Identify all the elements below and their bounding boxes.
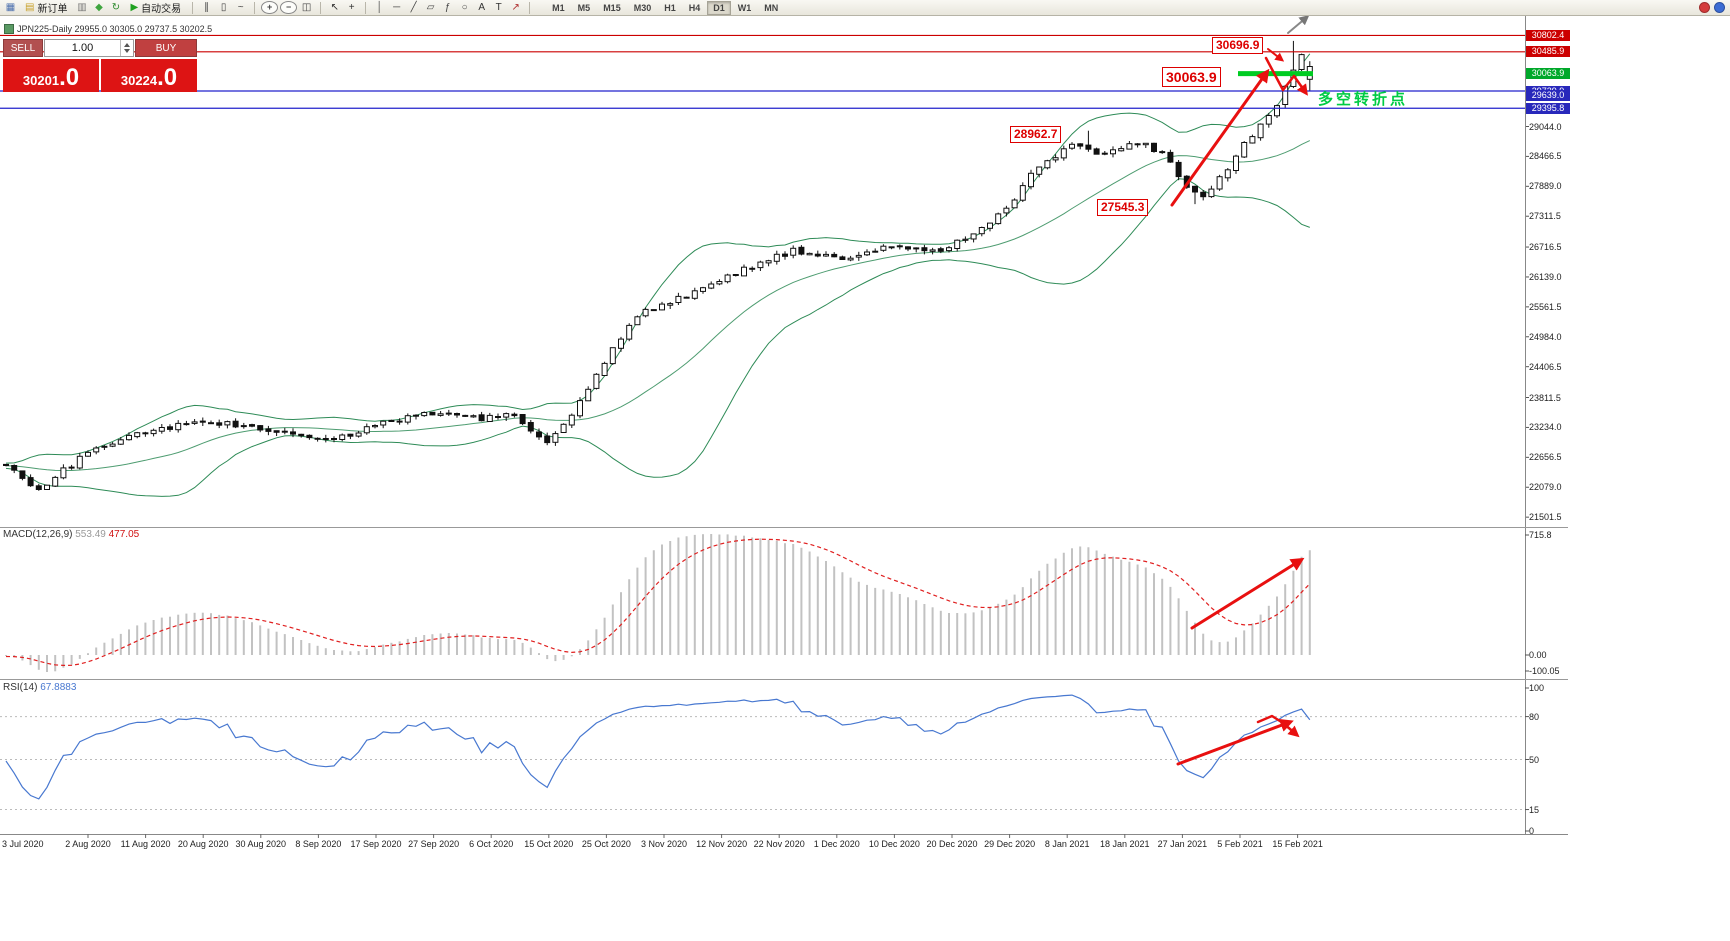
toolbar-button-label: 自动交易 <box>141 4 182 15</box>
community-icon[interactable] <box>1714 2 1725 13</box>
toolbar-separator <box>529 1 531 14</box>
timeframe-m5[interactable]: M5 <box>577 2 591 13</box>
main-toolbar: ▦ ▤ 新订单 ▥ ◆ ↻ ▶ 自动交易 ∥ ▯ ~ + − ◫ ↖ + │ ─ ╱ ▱ ƒ ○ A T ↗ M1 M5 M15 M3… <box>0 0 1730 16</box>
trend-line-icon[interactable]: ╱ <box>410 2 417 13</box>
turning-point-note[interactable]: 多空转折点 <box>1318 91 1409 108</box>
timeframe-w1[interactable]: W1 <box>737 2 752 13</box>
chart-symbol-icon <box>4 24 14 34</box>
symbol-ohlc-text: JPN225-Daily 29955.0 30305.0 29737.5 302… <box>17 24 213 34</box>
macd-label: MACD(12,26,9) 553.49 477.05 <box>3 529 139 540</box>
macd-signal-value: 477.05 <box>108 529 140 540</box>
sell-button[interactable]: SELL <box>3 39 43 57</box>
timeframe-h1[interactable]: H1 <box>664 2 676 13</box>
cursor-icon[interactable]: ↖ <box>330 2 339 13</box>
new-order-button[interactable]: ▤ 新订单 <box>20 0 72 16</box>
buy-button[interactable]: BUY <box>135 39 197 57</box>
tile-windows-icon[interactable]: ◫ <box>301 2 312 13</box>
one-click-trading-panel: SELL 1.00 BUY 30201.0 30224.0 <box>3 39 197 92</box>
price-annotation-jan-low[interactable]: 27545.3 <box>1097 199 1149 216</box>
buy-price-main: 30224 <box>120 73 158 88</box>
chart-canvas[interactable] <box>0 0 1568 860</box>
sell-price-pips: .0 <box>59 64 80 91</box>
timeframe-m30[interactable]: M30 <box>633 2 652 13</box>
spinner-up-icon[interactable] <box>124 43 130 47</box>
macd-name: MACD(12,26,9) <box>3 529 73 540</box>
toolbar-separator <box>192 1 194 14</box>
profiles-icon[interactable]: ▥ <box>77 2 87 13</box>
vertical-line-icon[interactable]: │ <box>376 2 383 13</box>
horizontal-line-icon[interactable]: ─ <box>393 2 401 13</box>
new-order-icon: ▤ <box>25 2 35 13</box>
rsi-value: 67.8883 <box>40 682 77 693</box>
toolbar-button-label: 新订单 <box>37 4 68 15</box>
timeframe-mn[interactable]: MN <box>764 2 779 13</box>
crosshair-icon[interactable]: + <box>348 2 355 13</box>
buy-price-display[interactable]: 30224.0 <box>101 59 197 92</box>
auto-trading-icon: ▶ <box>130 2 139 13</box>
volume-field[interactable]: 1.00 <box>44 39 134 57</box>
fibonacci-icon[interactable]: ƒ <box>444 2 451 13</box>
ellipse-icon[interactable]: ○ <box>461 2 468 13</box>
channel-icon[interactable]: ▱ <box>426 2 435 13</box>
timeframe-m1[interactable]: M1 <box>552 2 565 13</box>
zoom-out-icon[interactable]: − <box>280 1 298 14</box>
timeframe-m15[interactable]: M15 <box>603 2 621 13</box>
price-annotation-support[interactable]: 30063.9 <box>1162 67 1221 87</box>
timeframe-h4[interactable]: H4 <box>688 2 701 13</box>
timeframe-group: M1 M5 M15 M30 H1 H4 D1 W1 MN <box>546 0 784 15</box>
price-annotation-jan-high[interactable]: 28962.7 <box>1010 126 1062 143</box>
refresh-icon[interactable]: ↻ <box>111 2 121 13</box>
spinner-down-icon[interactable] <box>124 49 130 53</box>
price-annotation-high[interactable]: 30696.9 <box>1212 37 1264 54</box>
timeframe-d1[interactable]: D1 <box>707 0 731 15</box>
line-chart-icon[interactable]: ~ <box>237 2 244 13</box>
toolbar-separator <box>254 1 256 14</box>
toolbar-items: ▦ ▤ 新订单 ▥ ◆ ↻ ▶ 自动交易 ∥ ▯ ~ + − ◫ ↖ + │ ─ ╱ ▱ ƒ ○ A T ↗ <box>3 0 534 16</box>
buy-price-pips: .0 <box>157 64 178 91</box>
volume-spinner[interactable] <box>120 40 133 56</box>
zoom-in-icon[interactable]: + <box>261 1 279 14</box>
text-icon[interactable]: A <box>478 2 485 13</box>
rsi-name: RSI(14) <box>3 682 38 693</box>
new-chart-icon[interactable]: ▦ <box>5 2 16 13</box>
toolbar-separator <box>365 1 367 14</box>
arrow-tool-icon[interactable]: ↗ <box>511 2 520 13</box>
toolbar-separator <box>320 1 322 14</box>
toolbar-right-icons <box>1699 2 1725 13</box>
volume-value[interactable]: 1.00 <box>71 42 94 54</box>
sell-price-main: 30201 <box>22 73 60 88</box>
rsi-label: RSI(14) 67.8883 <box>3 682 76 693</box>
label-icon[interactable]: T <box>495 2 502 13</box>
bars-chart-icon[interactable]: ∥ <box>204 2 210 13</box>
auto-trading-button[interactable]: ▶ 自动交易 <box>125 0 186 16</box>
notifications-icon[interactable] <box>1699 2 1710 13</box>
symbol-ohlc-label: JPN225-Daily 29955.0 30305.0 29737.5 302… <box>4 24 212 34</box>
candles-chart-icon[interactable]: ▯ <box>220 2 227 13</box>
sell-price-display[interactable]: 30201.0 <box>3 59 99 92</box>
macd-main-value: 553.49 <box>75 529 106 540</box>
symbols-icon[interactable]: ◆ <box>95 2 103 13</box>
